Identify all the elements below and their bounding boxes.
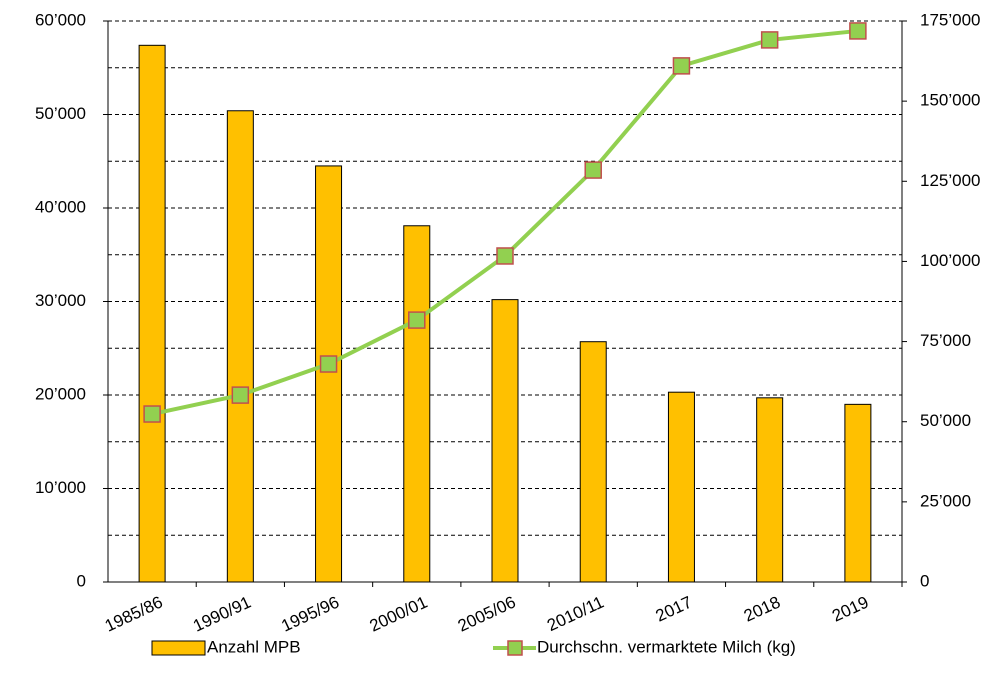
marker — [496, 247, 514, 265]
y-tick-label: 10’000 — [35, 478, 86, 497]
x-tick-label: 1985/86 — [102, 592, 166, 635]
marker — [584, 161, 602, 179]
marker — [672, 57, 691, 75]
marker — [408, 311, 426, 329]
y2-tick-label: 125’000 — [920, 171, 981, 190]
marker — [849, 22, 867, 40]
bar — [756, 397, 784, 583]
marker — [231, 386, 250, 404]
y2-tick-label: 100’000 — [920, 251, 981, 270]
legend-label: Anzahl MPB — [207, 637, 301, 656]
y-tick-label: 0 — [77, 571, 86, 590]
y2-tick-label: 175’000 — [920, 10, 981, 29]
y-tick-label: 30’000 — [35, 291, 86, 310]
bar — [226, 110, 254, 583]
y2-tick-label: 75’000 — [920, 331, 971, 350]
x-tick-label: 1995/96 — [278, 592, 342, 635]
x-tick-label: 2005/06 — [455, 592, 519, 635]
marker — [143, 405, 161, 423]
y2-tick-label: 0 — [920, 571, 929, 590]
y2-tick-label: 50’000 — [920, 411, 971, 430]
bar — [315, 165, 343, 583]
x-tick-label: 1990/91 — [190, 592, 254, 635]
bar — [844, 403, 872, 583]
x-tick-label: 2010/11 — [544, 592, 607, 635]
x-tick-label: 2000/01 — [367, 592, 431, 635]
bar — [138, 44, 166, 583]
y-tick-label: 50’000 — [35, 104, 86, 123]
bar — [579, 341, 607, 583]
bar — [667, 391, 695, 583]
marker — [319, 355, 338, 373]
y-tick-label: 20’000 — [35, 384, 86, 403]
legend-label: Durchschn. vermarktete Milch (kg) — [537, 637, 796, 656]
y2-tick-label: 150’000 — [920, 91, 981, 110]
x-tick-label: 2018 — [741, 592, 783, 625]
x-tick-label: 2019 — [829, 592, 871, 625]
legend-marker — [507, 640, 523, 656]
x-tick-label: 2017 — [653, 592, 695, 625]
y-tick-label: 40’000 — [35, 197, 86, 216]
y2-tick-label: 25’000 — [920, 491, 971, 510]
bar — [403, 225, 431, 583]
y-tick-label: 60’000 — [35, 10, 86, 29]
marker — [760, 31, 779, 49]
bar — [491, 299, 519, 583]
legend-swatch — [151, 640, 206, 656]
